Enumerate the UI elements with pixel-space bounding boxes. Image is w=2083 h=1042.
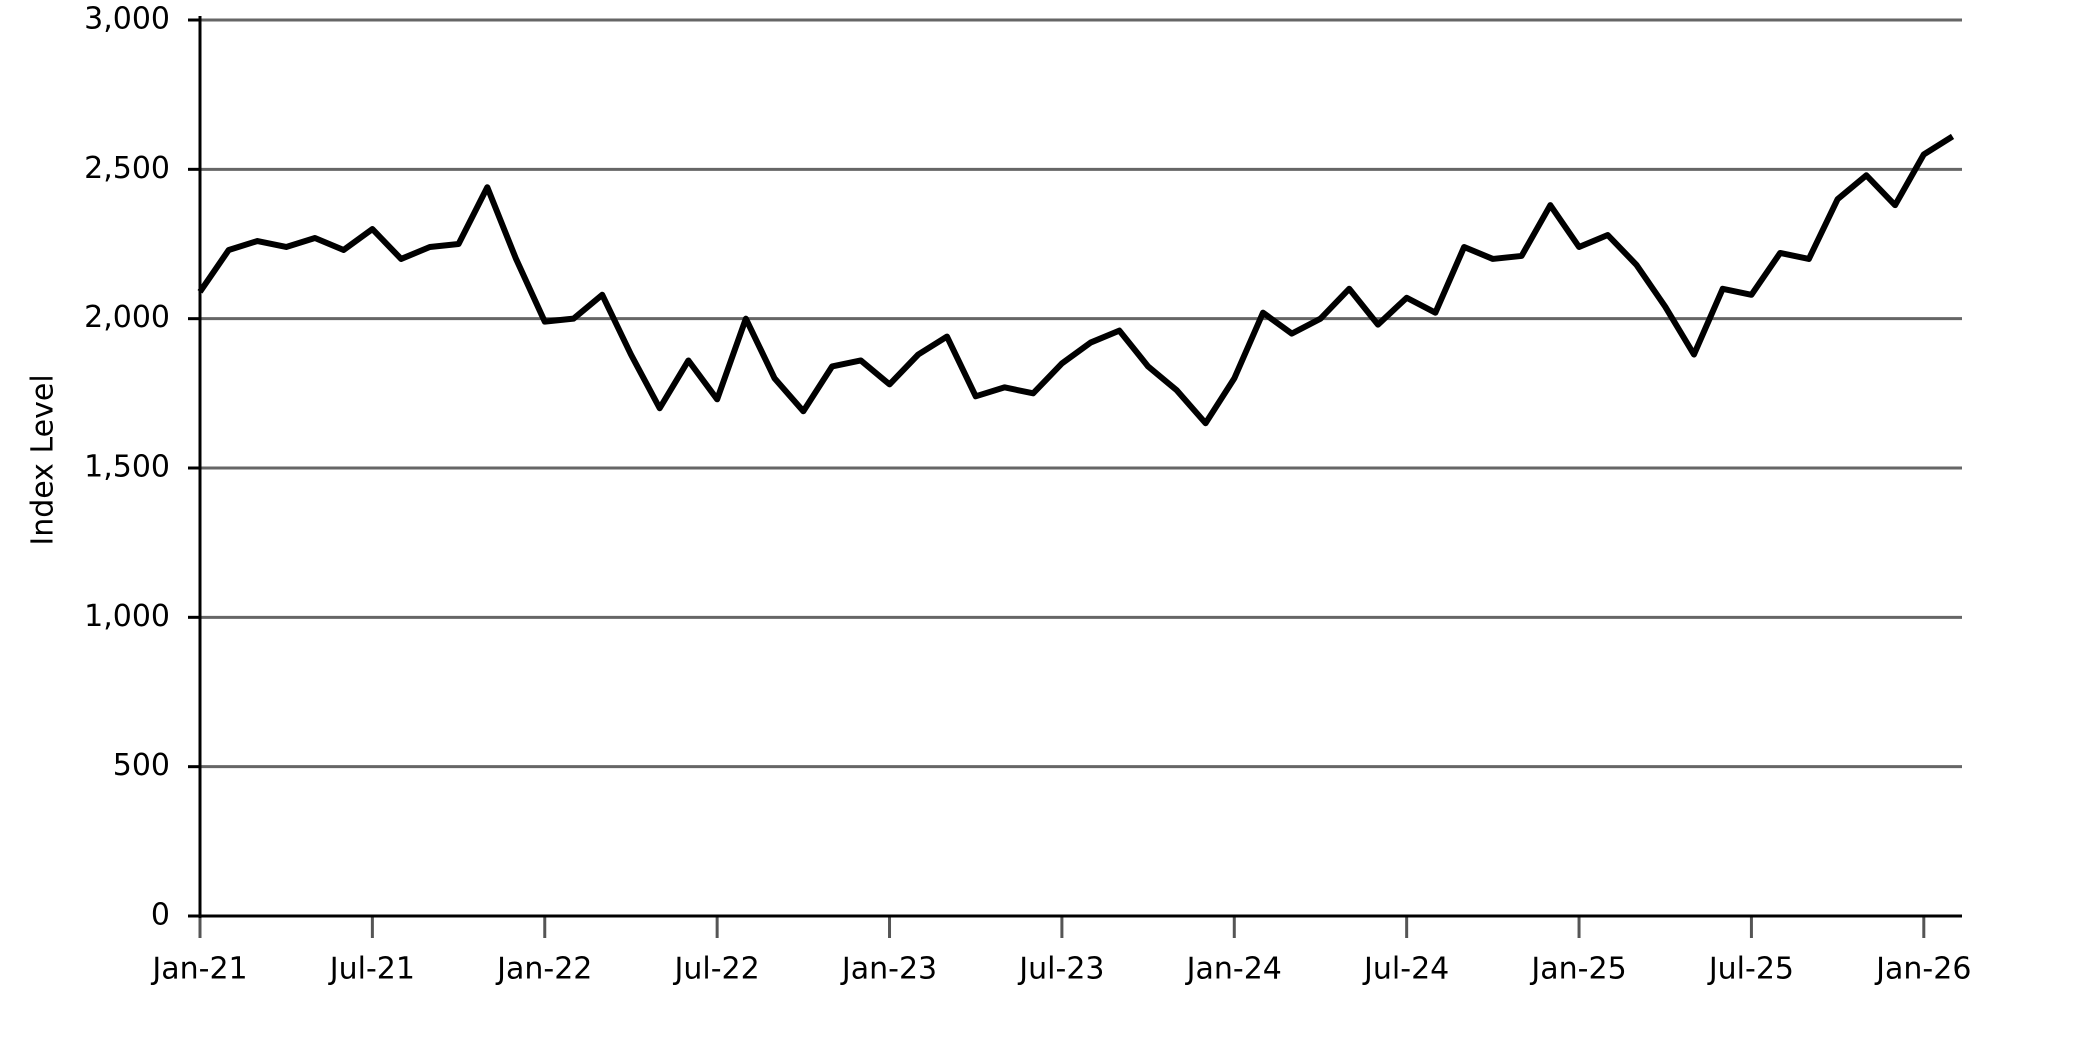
x-tick-label: Jul-22 (673, 952, 760, 987)
x-tick-label: Jan-25 (1529, 952, 1626, 987)
x-tick-label: Jul-24 (1362, 952, 1449, 987)
y-tick-label: 2,500 (84, 151, 170, 186)
x-tick-label: Jan-26 (1874, 952, 1971, 987)
y-tick-label: 3,000 (84, 2, 170, 37)
x-tick-label: Jul-25 (1707, 952, 1794, 987)
y-tick-label: 500 (113, 748, 170, 783)
y-tick-label: 1,000 (84, 599, 170, 634)
x-tick-label: Jan-22 (495, 952, 592, 987)
x-tick-label: Jul-23 (1017, 952, 1104, 987)
x-tick-label: Jan-21 (150, 952, 247, 987)
y-tick-label: 0 (151, 898, 170, 933)
y-tick-label: 2,000 (84, 300, 170, 335)
data-line (197, 133, 1955, 427)
x-tick-label: Jan-24 (1185, 952, 1282, 987)
x-tick-label: Jul-21 (328, 952, 415, 987)
x-tick-label: Jan-23 (840, 952, 937, 987)
y-tick-label: 1,500 (84, 450, 170, 485)
y-axis-label: Index Level (26, 374, 61, 545)
